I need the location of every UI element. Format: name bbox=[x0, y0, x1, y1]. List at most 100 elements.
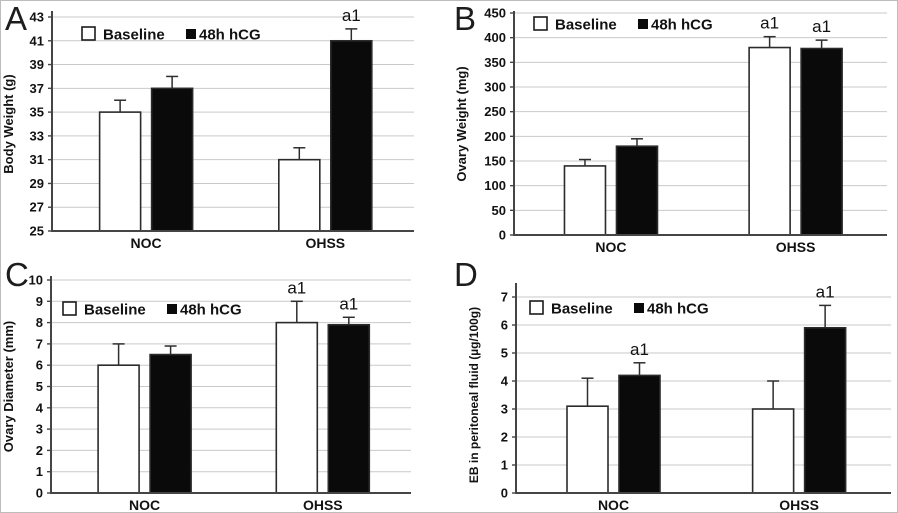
y-tick-label: 2 bbox=[36, 443, 43, 458]
bar-hcg-ohss bbox=[330, 39, 373, 232]
panel-a-chart: 25 27 29 31 33 35 37 39 41 43 NOC a1 OHSS Body Weight… bbox=[1, 6, 414, 251]
y-tick-label: 25 bbox=[30, 224, 44, 239]
y-tick-label: 5 bbox=[501, 346, 508, 361]
bar-baseline-noc bbox=[563, 165, 607, 236]
y-tick-label: 35 bbox=[30, 105, 44, 120]
x-category-label: NOC bbox=[129, 497, 160, 513]
annotation-a1: a1 bbox=[760, 14, 779, 33]
bar-baseline-ohss bbox=[278, 158, 321, 232]
legend-label-hcg: 48h hCG bbox=[647, 301, 709, 318]
y-tick-label: 300 bbox=[484, 80, 506, 95]
x-category-label: OHSS bbox=[303, 497, 343, 513]
y-tick-label: 350 bbox=[484, 55, 506, 70]
legend-swatch-hcg bbox=[638, 19, 648, 29]
legend-swatch-hcg bbox=[634, 303, 644, 313]
y-tick-label: 39 bbox=[30, 57, 44, 72]
y-tick-label: 6 bbox=[36, 358, 43, 373]
y-tick-label: 31 bbox=[30, 152, 44, 167]
y-tick-label: 4 bbox=[36, 400, 44, 415]
y-tick-label: 200 bbox=[484, 129, 506, 144]
panel-letter-c: C bbox=[5, 256, 29, 293]
y-axis-label: EB in peritoneal fluid (µg/100g) bbox=[467, 307, 481, 483]
legend-swatch-hcg bbox=[167, 304, 177, 314]
annotation-a1: a1 bbox=[342, 6, 361, 25]
x-category-label: NOC bbox=[595, 239, 626, 255]
bar-baseline-noc bbox=[98, 111, 142, 232]
y-tick-label: 37 bbox=[30, 81, 44, 96]
y-tick-label: 450 bbox=[484, 6, 506, 21]
y-tick-label: 100 bbox=[484, 178, 506, 193]
y-tick-label: 4 bbox=[501, 374, 509, 389]
y-tick-label: 0 bbox=[36, 486, 43, 501]
y-tick-label: 3 bbox=[36, 422, 43, 437]
y-axis-label: Ovary Weight (mg) bbox=[454, 66, 469, 181]
panel-letter-b: B bbox=[454, 0, 477, 37]
bar-baseline-noc bbox=[97, 364, 140, 494]
panel-c: C 0 1 2 3 4 5 6 7 8 9 10 NOC a1 a1 OHSS Ovary Diameter … bbox=[1, 256, 450, 513]
panel-d-chart: 0 1 2 3 4 5 6 7 a1 NOC a1 OHSS EB in peritoneal flui… bbox=[467, 282, 891, 513]
legend-label-hcg: 48h hCG bbox=[199, 27, 261, 44]
legend-swatch-baseline bbox=[62, 301, 77, 316]
y-tick-label: 7 bbox=[36, 336, 43, 351]
annotation-a1: a1 bbox=[812, 17, 831, 36]
y-tick-label: 43 bbox=[30, 10, 44, 25]
y-tick-label: 8 bbox=[36, 315, 43, 330]
bar-hcg-noc bbox=[615, 145, 659, 236]
legend-swatch-baseline bbox=[81, 26, 96, 41]
legend-swatch-baseline bbox=[529, 300, 544, 315]
bar-hcg-noc bbox=[149, 353, 192, 494]
bar-hcg-ohss bbox=[327, 323, 371, 494]
y-tick-label: 150 bbox=[484, 154, 506, 169]
bar-baseline-ohss bbox=[275, 321, 319, 494]
panel-letter-a: A bbox=[5, 0, 28, 37]
bar-baseline-noc bbox=[566, 405, 609, 494]
panel-b-chart: 0 50 100 150 200 250 300 350 400 450 NOC a1 a1 OHSS Ov… bbox=[454, 6, 887, 255]
bar-hcg-ohss bbox=[800, 47, 843, 236]
bar-hcg-noc bbox=[618, 374, 661, 494]
panel-b: B 0 50 100 150 200 250 300 350 400 450 NOC a1 a1 OHSS… bbox=[450, 0, 897, 257]
bar-baseline-ohss bbox=[748, 46, 791, 236]
annotation-a1: a1 bbox=[339, 294, 358, 313]
bar-hcg-noc bbox=[150, 87, 194, 232]
y-tick-label: 0 bbox=[499, 228, 506, 243]
y-tick-label: 9 bbox=[36, 294, 43, 309]
legend-label-hcg: 48h hCG bbox=[651, 17, 713, 34]
y-axis-label: Ovary Diameter (mm) bbox=[1, 321, 16, 453]
legend-label-baseline: Baseline bbox=[555, 17, 617, 34]
annotation-a1: a1 bbox=[630, 340, 649, 359]
x-category-label: NOC bbox=[131, 235, 162, 251]
y-axis-label: Body Weight (g) bbox=[1, 74, 16, 173]
y-tick-label: 250 bbox=[484, 104, 506, 119]
y-tick-label: 5 bbox=[36, 379, 43, 394]
y-tick-label: 1 bbox=[501, 458, 508, 473]
y-tick-label: 7 bbox=[501, 290, 508, 305]
bar-baseline-ohss bbox=[751, 408, 795, 494]
y-tick-label: 33 bbox=[30, 128, 44, 143]
y-tick-label: 6 bbox=[501, 318, 508, 333]
panel-c-chart: 0 1 2 3 4 5 6 7 8 9 10 NOC a1 a1 OHSS Ovary Diameter (m… bbox=[1, 273, 411, 513]
y-tick-label: 0 bbox=[501, 486, 508, 501]
legend-label-baseline: Baseline bbox=[84, 302, 146, 319]
y-tick-label: 50 bbox=[492, 203, 506, 218]
panel-d: D 0 1 2 3 4 5 6 7 a1 NOC a1 OHSS EB in peritoneal fl… bbox=[450, 257, 897, 513]
annotation-a1: a1 bbox=[816, 282, 835, 301]
annotation-a1: a1 bbox=[287, 278, 306, 297]
legend-label-baseline: Baseline bbox=[103, 27, 165, 44]
x-category-label: NOC bbox=[598, 497, 629, 513]
x-category-label: OHSS bbox=[779, 497, 819, 513]
y-tick-label: 29 bbox=[30, 176, 44, 191]
x-category-label: OHSS bbox=[776, 239, 816, 255]
y-tick-label: 41 bbox=[30, 33, 44, 48]
y-tick-label: 400 bbox=[484, 30, 506, 45]
y-tick-label: 27 bbox=[30, 200, 44, 215]
y-tick-label: 1 bbox=[36, 464, 43, 479]
legend-swatch-baseline bbox=[533, 16, 548, 31]
panel-a: A 25 27 29 31 33 35 37 39 41 43 NOC a1 OHSS Body Weig… bbox=[1, 1, 450, 257]
y-tick-label: 10 bbox=[29, 273, 43, 288]
y-tick-label: 3 bbox=[501, 402, 508, 417]
legend-swatch-hcg bbox=[186, 29, 196, 39]
legend-label-baseline: Baseline bbox=[551, 301, 613, 318]
legend-label-hcg: 48h hCG bbox=[180, 302, 242, 319]
y-tick-label: 2 bbox=[501, 430, 508, 445]
